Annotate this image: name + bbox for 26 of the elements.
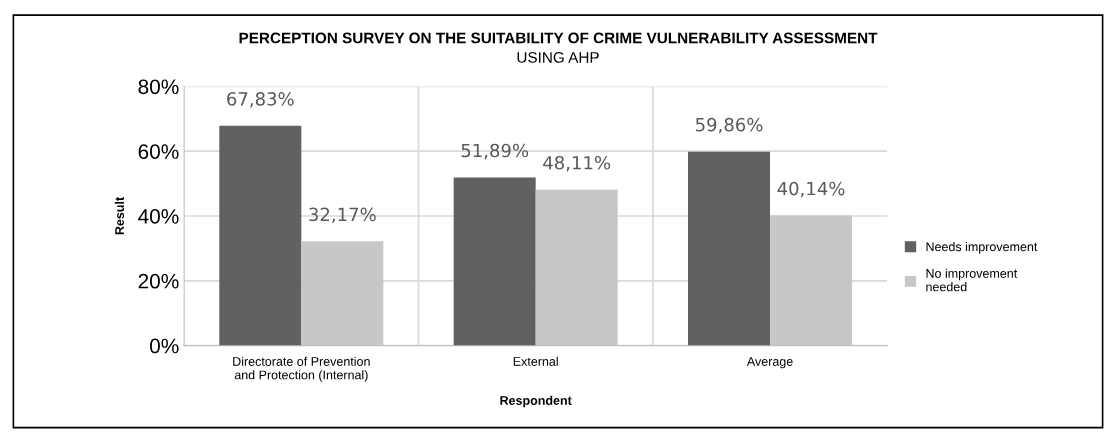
y-tick-label: 40% [138, 209, 179, 224]
y-tick-label: 60% [138, 144, 179, 159]
data-label: 40,14% [777, 181, 845, 198]
data-label: 32,17% [309, 207, 376, 224]
y-tick-label: 0% [149, 338, 179, 354]
legend-label: Needs improvement [926, 241, 1038, 254]
legend-label: No improvement needed [926, 268, 1018, 292]
data-label: 59,86% [696, 117, 763, 134]
y-tick-label: 80% [138, 79, 179, 95]
bar [535, 189, 618, 346]
x-tick-label: External [513, 356, 558, 366]
x-axis-title: Respondent [500, 395, 572, 408]
bar [219, 125, 302, 346]
data-label: 51,89% [461, 143, 529, 160]
x-tick-label: Average [746, 357, 793, 369]
data-label: 67,83% [227, 92, 294, 108]
bar [453, 177, 536, 346]
x-tick-label: Directorate of Prevention and Protection (Internal) [233, 356, 370, 382]
bar [301, 241, 384, 346]
bar [770, 215, 853, 346]
bar [688, 151, 771, 346]
y-tick-label: 20% [138, 273, 179, 289]
y-axis-title: Result [114, 197, 124, 235]
chart-subtitle: USING AHP [517, 51, 599, 63]
chart-title: PERCEPTION SURVEY ON THE SUITABILITY OF CRIME VULNERABILITY ASSESSMENT [239, 32, 878, 44]
data-label: 48,11% [543, 155, 611, 172]
